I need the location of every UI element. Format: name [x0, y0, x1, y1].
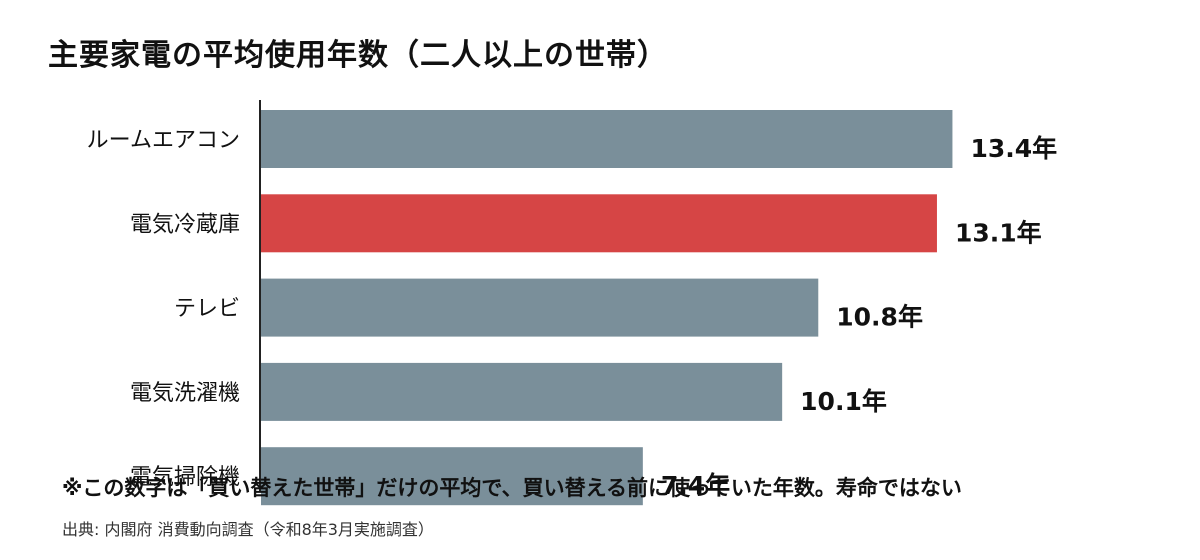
value-label: 13.1年: [955, 218, 1042, 247]
source-credit: 出典: 内閣府 消費動向調査（令和8年3月実施調査）: [62, 520, 434, 539]
bar-2: [261, 278, 819, 337]
category-label: 電気冷蔵庫: [130, 212, 240, 237]
bar-1: [261, 194, 937, 253]
bar-3: [261, 362, 783, 421]
value-label: 10.8年: [836, 303, 923, 332]
category-label: ルームエアコン: [87, 128, 240, 153]
footnote: ※この数字は「買い替えた世帯」だけの平均で、買い替える前に使っていた年数。寿命で…: [62, 476, 962, 500]
bar-4: [261, 447, 643, 506]
value-label: 10.1年: [800, 387, 887, 416]
category-label: テレビ: [174, 297, 240, 322]
category-label: 電気洗濯機: [130, 381, 240, 406]
value-label: 13.4年: [970, 134, 1057, 163]
category-label: 電気掃除機: [130, 465, 240, 490]
chart-title: 主要家電の平均使用年数（二人以上の世帯）: [48, 38, 668, 73]
value-label: 7.4年: [661, 471, 730, 500]
bar-0: [261, 110, 953, 168]
